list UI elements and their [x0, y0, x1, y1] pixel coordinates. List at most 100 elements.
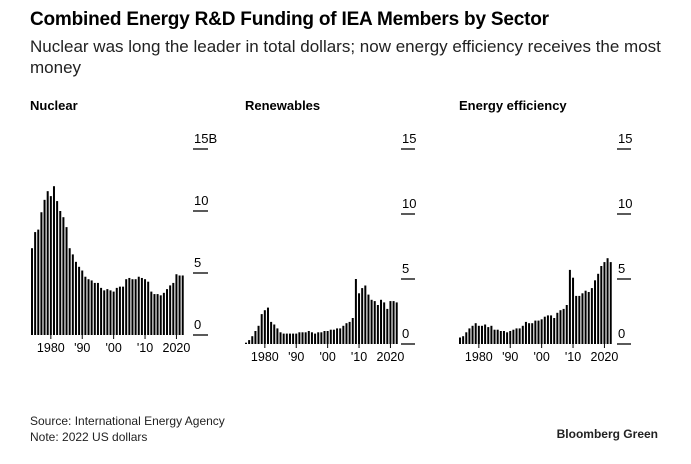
source-note: Source: International Energy Agency Note…: [30, 413, 225, 445]
bar: [31, 248, 33, 335]
bar: [515, 328, 518, 344]
bar: [543, 316, 546, 344]
bar: [395, 302, 398, 344]
bar: [326, 331, 329, 344]
bar: [169, 285, 172, 335]
bar: [273, 324, 276, 344]
bar: [329, 329, 332, 344]
bar: [506, 332, 509, 344]
bar: [181, 275, 184, 335]
bar: [257, 325, 260, 344]
bar: [502, 331, 505, 344]
bar: [609, 262, 612, 344]
brand-logo-text: Bloomberg Green: [556, 427, 658, 441]
bar: [584, 290, 587, 344]
bar: [84, 276, 87, 335]
x-tick-label: 1980: [251, 350, 279, 364]
bar: [600, 266, 603, 344]
bar: [512, 329, 515, 344]
y-tick-label: 15B: [194, 131, 217, 146]
bar: [112, 291, 115, 335]
bar: [270, 321, 273, 344]
x-tick-label: '00: [105, 341, 121, 355]
y-tick-label: 10: [618, 196, 632, 211]
bar: [361, 288, 364, 344]
bar: [46, 191, 49, 335]
bar: [96, 282, 99, 335]
bar: [380, 299, 383, 344]
bar: [78, 266, 81, 335]
bar: [178, 275, 181, 335]
bar: [528, 323, 531, 344]
bar: [348, 321, 351, 344]
bar: [298, 332, 301, 344]
bar: [314, 333, 317, 344]
bar: [162, 292, 165, 335]
x-tick-label: 1980: [465, 350, 493, 364]
bar: [43, 199, 46, 335]
bar: [367, 294, 370, 344]
x-tick-label: '00: [533, 350, 549, 364]
bar: [474, 323, 477, 344]
bar: [295, 333, 298, 344]
bar: [568, 269, 571, 344]
bar: [603, 262, 606, 344]
bar: [81, 270, 84, 335]
bar: [477, 325, 480, 344]
bar: [383, 302, 386, 344]
bar: [339, 328, 342, 344]
bar: [345, 323, 348, 344]
bar: [62, 217, 65, 335]
bar: [251, 336, 254, 344]
x-tick-label: '90: [288, 350, 304, 364]
bar: [285, 333, 288, 344]
bar: [471, 325, 474, 344]
bar: [245, 342, 247, 344]
source-text: Source: International Energy Agency: [30, 414, 225, 428]
bar: [459, 337, 461, 344]
bar: [556, 312, 559, 344]
bar: [288, 333, 291, 344]
bar: [575, 295, 578, 344]
bar: [364, 285, 367, 344]
bar: [125, 279, 128, 335]
bar: [370, 299, 373, 344]
bar: [376, 305, 379, 344]
bar: [74, 261, 77, 335]
bar: [254, 331, 257, 344]
bar: [594, 280, 597, 344]
bar: [118, 286, 121, 335]
bar: [166, 289, 169, 335]
bar: [342, 325, 345, 344]
bar: [332, 329, 335, 344]
panel-renewables: Renewables 15 10 5 0 1980 '90 '00 '10 2020: [245, 92, 475, 382]
x-tick-label: '10: [351, 350, 367, 364]
bar: [496, 329, 499, 344]
bar: [301, 332, 304, 344]
bar: [572, 277, 575, 344]
bar: [553, 318, 556, 344]
bar: [109, 290, 112, 335]
bar: [540, 319, 543, 344]
units-note: Note: 2022 US dollars: [30, 430, 148, 444]
bar: [156, 294, 159, 335]
y-tick-label: 5: [194, 255, 201, 270]
bar: [106, 289, 109, 335]
renewables-bar-chart: 15 10 5 0 1980 '90 '00 '10 2020: [245, 131, 416, 364]
bar: [71, 254, 74, 335]
bar: [292, 333, 295, 344]
bar: [581, 293, 584, 344]
bar: [590, 288, 593, 344]
bar: [490, 325, 493, 344]
bar: [248, 340, 251, 344]
bar: [100, 287, 103, 335]
bar: [122, 286, 125, 335]
bar: [389, 301, 392, 344]
bar: [276, 328, 279, 344]
bar: [524, 321, 527, 344]
bar: [140, 277, 143, 335]
bar: [159, 295, 162, 335]
bar: [531, 323, 534, 344]
panel-title-nuclear: Nuclear: [30, 98, 78, 113]
bar: [52, 186, 55, 335]
